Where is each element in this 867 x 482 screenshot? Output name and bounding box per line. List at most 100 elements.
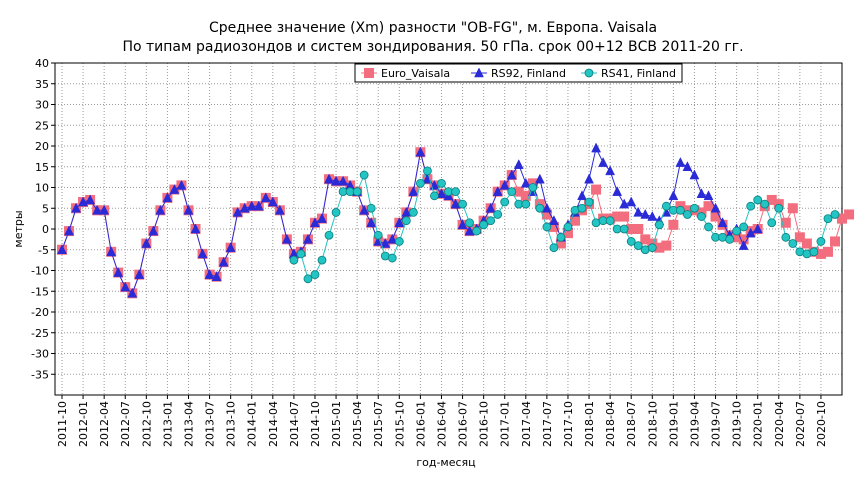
y-tick-label: 10	[35, 182, 49, 195]
data-point-triangle	[331, 175, 341, 186]
data-point-triangle	[155, 204, 166, 215]
data-point-triangle	[415, 146, 426, 157]
data-point-triangle	[696, 188, 707, 198]
y-tick-label: -15	[31, 285, 49, 298]
data-point-triangle	[591, 142, 601, 153]
data-point-circle	[563, 222, 573, 232]
data-point-circle	[788, 239, 798, 248]
x-tick-label: 2012-10	[140, 401, 153, 447]
data-point-circle	[654, 220, 664, 230]
data-point-triangle	[506, 169, 517, 180]
x-tick-label: 2017-10	[562, 401, 575, 447]
x-tick-label: 2017-07	[541, 401, 554, 447]
data-point-triangle	[253, 200, 264, 211]
data-point-circle	[437, 178, 446, 188]
data-point-circle	[359, 170, 369, 180]
data-point-square	[569, 215, 580, 226]
data-point-circle	[809, 247, 819, 257]
data-point-triangle	[682, 161, 693, 171]
data-point-triangle	[274, 204, 285, 215]
x-tick-label: 2011-10	[56, 401, 69, 447]
data-point-circle	[774, 203, 784, 213]
y-tick-label: -30	[31, 348, 49, 361]
data-point-triangle	[366, 217, 377, 228]
data-point-square	[766, 194, 777, 205]
x-tick-label: 2012-04	[98, 401, 111, 447]
data-point-circle	[633, 241, 643, 251]
data-point-triangle	[169, 184, 180, 194]
data-point-circle	[549, 243, 559, 253]
data-point-circle	[739, 222, 749, 232]
legend: Euro_Vaisala RS92, Finland RS41, Finland	[354, 63, 683, 83]
data-point-triangle	[324, 173, 334, 184]
data-point-circle	[704, 222, 713, 232]
data-point-triangle	[183, 204, 194, 215]
data-point-circle	[697, 212, 706, 221]
data-point-triangle	[534, 173, 545, 184]
data-point-triangle	[450, 198, 461, 209]
data-point-circle	[647, 243, 657, 253]
x-tick-label: 2014-01	[246, 401, 259, 447]
data-point-square	[822, 246, 833, 257]
data-point-circle	[626, 237, 636, 246]
data-point-triangle	[359, 204, 370, 215]
data-point-triangle	[141, 237, 152, 248]
series-rs41-finland	[289, 166, 840, 284]
data-point-circle	[781, 232, 791, 242]
data-point-circle	[767, 218, 777, 228]
data-point-triangle	[71, 202, 81, 213]
data-point-triangle	[675, 157, 686, 167]
data-point-triangle	[197, 248, 208, 259]
data-point-triangle	[584, 173, 594, 184]
data-point-triangle	[78, 196, 88, 207]
y-tick-label: 15	[35, 161, 49, 174]
data-point-triangle	[474, 67, 484, 78]
data-point-circle	[451, 187, 460, 197]
data-point-triangle	[513, 159, 524, 169]
x-tick-label: 2015-01	[330, 401, 343, 447]
x-tick-label: 2019-01	[667, 401, 680, 447]
data-point-square	[668, 219, 679, 230]
data-point-circle	[394, 237, 404, 246]
data-point-square	[654, 242, 665, 253]
x-tick-label: 2018-10	[646, 401, 659, 447]
data-point-square	[562, 228, 573, 239]
data-point-triangle	[64, 225, 74, 236]
x-tick-label: 2017-01	[499, 401, 512, 447]
data-point-square	[787, 203, 798, 214]
data-point-square	[661, 240, 672, 251]
data-point-triangle	[738, 240, 749, 250]
data-point-triangle	[520, 177, 531, 188]
data-point-circle	[683, 210, 692, 219]
data-point-triangle	[436, 188, 447, 198]
chart-subtitle: По типам радиозондов и систем зондирован…	[122, 39, 743, 55]
axes-layer: 40 35 30 25 20 15 10 5 0 -5 -10 -15 -20 -25 -30 -35 2011…	[31, 57, 843, 447]
y-tick-label: -20	[31, 306, 49, 319]
x-tick-label: 2019-07	[710, 401, 723, 447]
y-tick-label: 5	[42, 202, 49, 215]
data-point-triangle	[338, 175, 348, 186]
data-point-circle	[465, 218, 474, 228]
data-point-triangle	[92, 204, 103, 215]
data-point-triangle	[619, 198, 630, 209]
data-point-triangle	[612, 186, 623, 196]
data-point-circle	[542, 222, 552, 232]
data-point-square	[640, 234, 651, 245]
y-tick-label: 30	[35, 99, 49, 112]
x-tick-label: 2016-04	[435, 401, 448, 447]
data-point-circle	[415, 178, 425, 188]
data-point-triangle	[387, 233, 398, 244]
data-point-circle	[816, 237, 826, 246]
data-point-triangle	[99, 204, 110, 215]
data-point-circle	[331, 207, 341, 217]
data-point-triangle	[499, 179, 510, 190]
data-point-square	[837, 213, 848, 224]
data-point-triangle	[317, 213, 327, 223]
data-point-square	[794, 232, 805, 243]
data-point-triangle	[85, 194, 96, 205]
x-tick-label: 2015-04	[351, 401, 364, 447]
data-point-triangle	[303, 233, 313, 244]
data-point-circle	[493, 210, 503, 219]
data-point-square	[520, 190, 531, 201]
x-tick-label: 2018-01	[583, 401, 596, 447]
